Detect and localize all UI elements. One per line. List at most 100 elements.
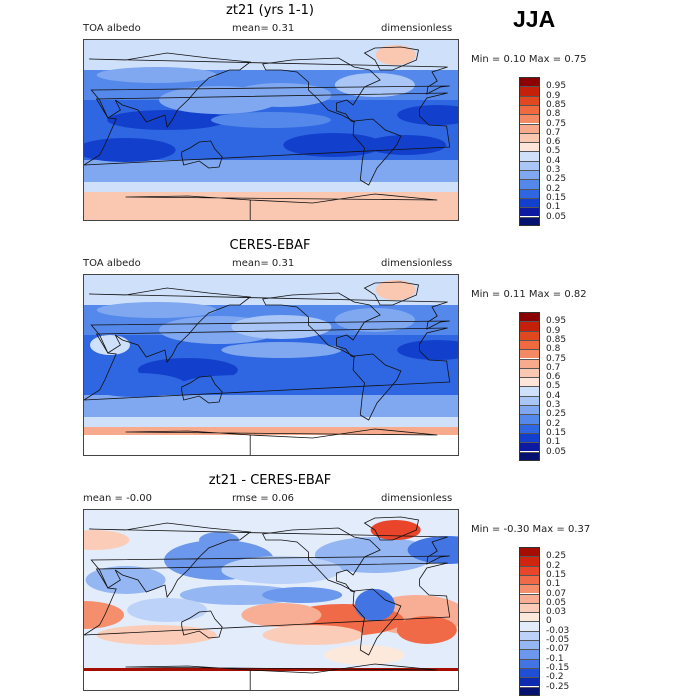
- colorbar-tick-label: 0.07: [546, 588, 567, 599]
- map-field: [84, 40, 458, 220]
- coastline: [352, 118, 402, 186]
- colorbar-cell: [519, 677, 540, 687]
- coastline: [352, 353, 402, 421]
- colorbar-cell: [519, 405, 540, 415]
- colorbar: [519, 547, 540, 696]
- coastline: [125, 193, 438, 220]
- colorbar-tick-label: 0.25: [546, 174, 567, 185]
- colorbar-frame: [519, 77, 540, 226]
- colorbar-tick-label: 0.03: [546, 607, 567, 618]
- colorbar-tick-label: -0.15: [546, 662, 570, 673]
- variable-label: TOA albedo: [83, 258, 141, 269]
- colorbar-cell: [519, 574, 540, 585]
- colorbar-cell: [519, 142, 540, 152]
- colorbar-cell: [519, 612, 540, 622]
- colorbar-cell: [519, 160, 540, 170]
- colorbar-cell: [519, 188, 540, 198]
- panel-title: zt21 (yrs 1-1): [226, 3, 314, 18]
- colorbar-tick-label: 0.1: [546, 202, 561, 213]
- mean-label: mean= 0.31: [232, 23, 295, 34]
- map-plot: [83, 274, 459, 456]
- colorbar-cell: [519, 451, 540, 461]
- units-label: dimensionless: [381, 258, 453, 269]
- units-label: dimensionless: [381, 23, 453, 34]
- colorbar-cell: [519, 367, 540, 378]
- colorbar-cell: [519, 658, 540, 668]
- colorbar-cell: [519, 179, 540, 189]
- colorbar-frame: [519, 547, 540, 696]
- min-max-label: Min = 0.10 Max = 0.75: [471, 54, 587, 65]
- coastline: [363, 46, 419, 71]
- colorbar-tick-label: -0.05: [546, 635, 570, 645]
- colorbar-cell: [519, 114, 540, 124]
- colorbar-tick-label: 0.6: [546, 137, 561, 148]
- min-max-label: Min = 0.11 Max = 0.82: [471, 289, 587, 300]
- colorbar-cell: [519, 386, 540, 396]
- colorbar-cell: [519, 151, 540, 161]
- colorbar-cell: [519, 630, 540, 640]
- variable-label: TOA albedo: [83, 23, 141, 34]
- colorbar-tick-label: 0.15: [546, 569, 567, 580]
- colorbar-tick-label: 0.15: [546, 427, 567, 438]
- colorbar-tick-label: -0.1: [546, 653, 564, 664]
- colorbar-tick-label: 0.95: [546, 316, 567, 327]
- colorbar-tick-label: -0.25: [546, 681, 570, 692]
- colorbar-cell: [519, 123, 540, 133]
- colorbar-cell: [519, 686, 540, 696]
- coastline: [125, 428, 438, 455]
- colorbar-cell: [519, 584, 540, 594]
- colorbar-tick-label: 0.3: [546, 400, 561, 410]
- colorbar-cell: [519, 414, 540, 424]
- colorbar-tick-label: -0.03: [546, 625, 570, 636]
- colorbar-tick-label: 0.1: [546, 437, 561, 448]
- coastline: [84, 562, 451, 636]
- map-plot: [83, 509, 459, 691]
- colorbar-tick-label: 0.95: [546, 81, 567, 92]
- colorbar-tick-label: 0.5: [546, 146, 561, 157]
- colorbar-cell: [519, 442, 540, 452]
- rmse-label: rmse = 0.06: [232, 493, 295, 504]
- map-field: [84, 510, 458, 690]
- panel-title: zt21 - CERES-EBAF: [208, 473, 332, 488]
- colorbar-tick-label: 0.05: [546, 446, 567, 457]
- colorbar-cell: [519, 593, 540, 603]
- colorbar-cell: [519, 349, 540, 359]
- units-label: dimensionless: [381, 493, 453, 504]
- coastline: [89, 287, 450, 363]
- min-max-label: Min = -0.30 Max = 0.37: [471, 524, 591, 535]
- colorbar-cell: [519, 423, 540, 433]
- colorbar-tick-label: 0.05: [546, 597, 567, 608]
- colorbar-tick-label: 0.15: [546, 192, 567, 203]
- colorbar-tick-label: 0.2: [546, 418, 561, 429]
- colorbar-tick-label: 0.2: [546, 183, 561, 194]
- colorbar-cell: [519, 640, 540, 650]
- colorbar-tick-label: 0.25: [546, 551, 567, 562]
- coastline: [84, 92, 451, 166]
- colorbar-tick-label: 0.1: [546, 579, 561, 590]
- colorbar: [519, 77, 540, 226]
- colorbar-tick-label: 0.7: [546, 127, 561, 138]
- coastline: [262, 527, 381, 593]
- colorbar-tick-label: 0.3: [546, 165, 561, 175]
- coastline: [181, 140, 223, 169]
- colorbar-cell: [519, 649, 540, 659]
- colorbar-tick-label: -0.07: [546, 644, 570, 655]
- colorbar-cell: [519, 339, 540, 350]
- colorbar-tick-label: 0.2: [546, 560, 561, 571]
- colorbar-cell: [519, 321, 540, 331]
- season-label: JJA: [513, 6, 556, 32]
- coastline: [262, 57, 381, 123]
- colorbar-cell: [519, 667, 540, 678]
- colorbar-tick-label: 0.75: [546, 118, 567, 129]
- colorbar-cell: [519, 621, 540, 631]
- coastline: [89, 522, 450, 598]
- colorbar: [519, 312, 540, 461]
- colorbar-tick-label: 0.5: [546, 381, 561, 392]
- colorbar-tick-label: 0.9: [546, 325, 561, 336]
- colorbar-cell: [519, 395, 540, 405]
- colorbar-cell: [519, 330, 540, 340]
- colorbar-cell: [519, 95, 540, 105]
- coastline: [352, 588, 402, 656]
- colorbar-cell: [519, 132, 540, 143]
